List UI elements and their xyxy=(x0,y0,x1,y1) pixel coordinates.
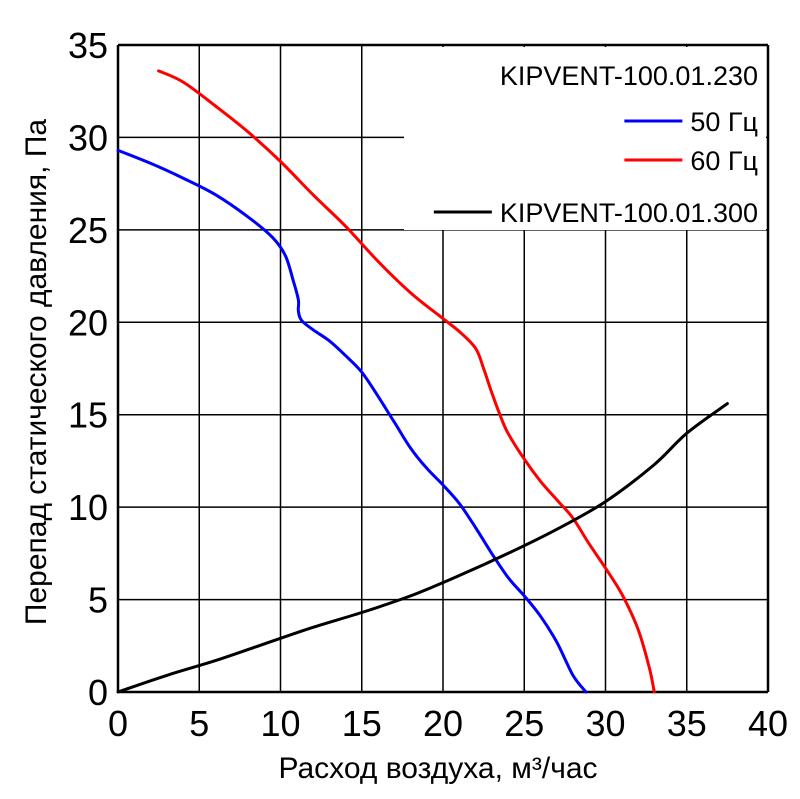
y-tick-label: 25 xyxy=(68,210,108,251)
x-tick-label: 5 xyxy=(189,703,209,744)
x-tick-label: 20 xyxy=(423,703,463,744)
legend-entry-label: 60 Гц xyxy=(690,146,758,176)
x-tick-label: 40 xyxy=(748,703,788,744)
y-tick-label: 35 xyxy=(68,25,108,66)
x-tick-label: 25 xyxy=(504,703,544,744)
series-line-2 xyxy=(157,69,656,694)
x-tick-label: 15 xyxy=(342,703,382,744)
series-line-1 xyxy=(116,148,588,694)
grid xyxy=(116,43,770,694)
legend-entry-label: KIPVENT-100.01.230 xyxy=(500,61,758,91)
y-tick-label: 0 xyxy=(88,672,108,713)
legend-background xyxy=(404,47,766,230)
y-tick-label: 30 xyxy=(68,117,108,158)
y-axis-title: Перепад статического давления, Па xyxy=(20,119,53,626)
legend-entry-label: KIPVENT-100.01.300 xyxy=(500,198,758,228)
series-line-3 xyxy=(116,402,729,694)
tick-labels: 0 5 10 15 20 25 30 35 40 0 5 10 15 20 25 30 35 xyxy=(68,25,788,744)
legend-entry-label: 50 Гц xyxy=(690,107,758,137)
x-axis-title: Расход воздуха, м³/час xyxy=(278,752,597,785)
y-tick-label: 5 xyxy=(88,580,108,621)
y-tick-label: 10 xyxy=(68,487,108,528)
x-tick-label: 30 xyxy=(585,703,625,744)
legend: KIPVENT-100.01.230 50 Гц 60 Гц KIPVENT-100.… xyxy=(433,61,758,228)
x-tick-label: 35 xyxy=(667,703,707,744)
series-lines xyxy=(116,69,729,694)
x-tick-label: 0 xyxy=(108,703,128,744)
y-tick-label: 20 xyxy=(68,302,108,343)
x-tick-label: 10 xyxy=(260,703,300,744)
y-tick-label: 15 xyxy=(68,395,108,436)
